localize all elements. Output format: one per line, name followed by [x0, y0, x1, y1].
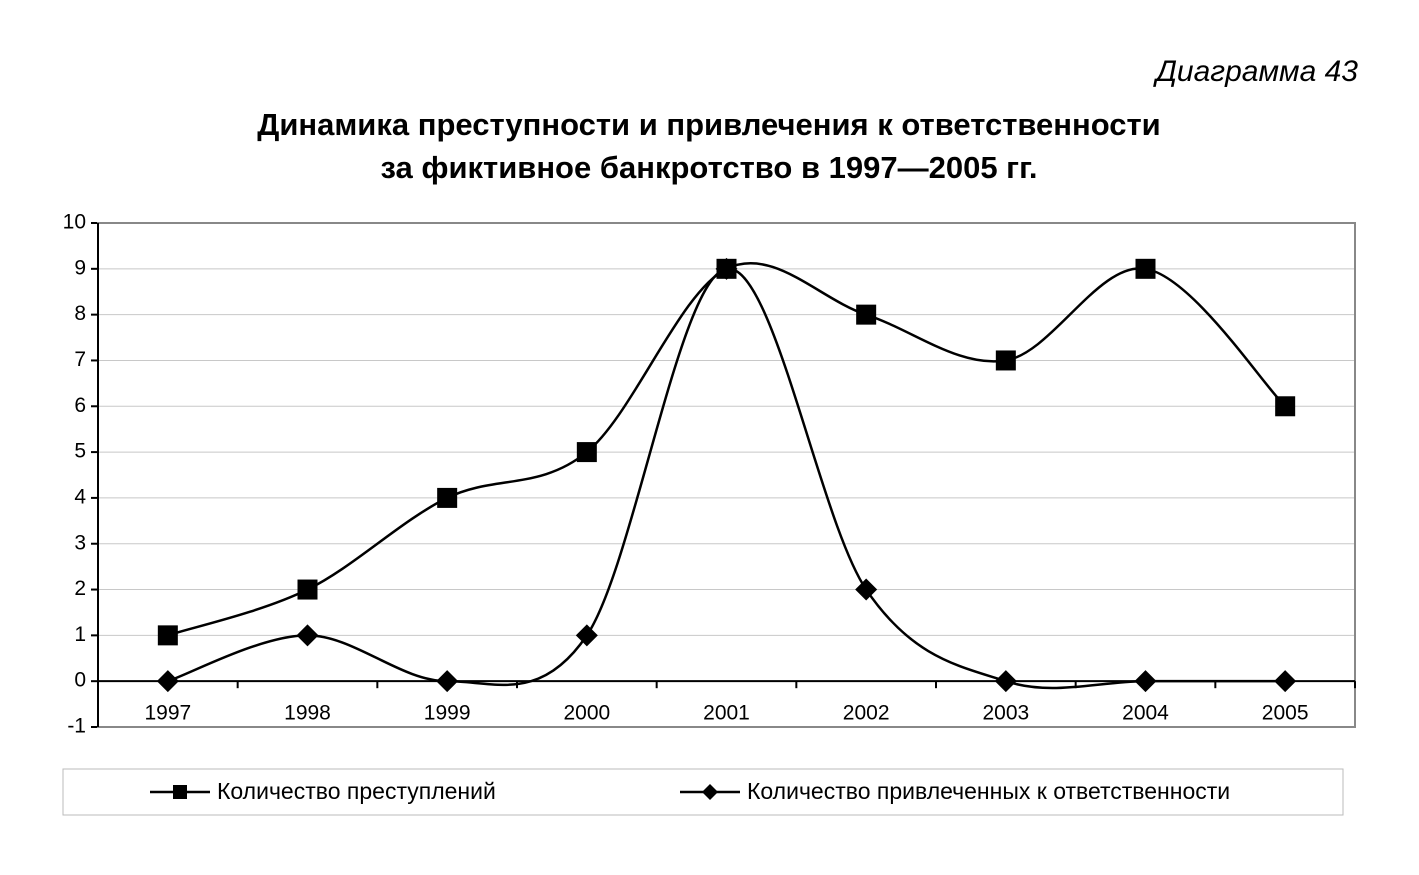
marker-diamond — [1274, 670, 1297, 693]
marker-square — [157, 625, 178, 646]
y-tick-label: 8 — [74, 302, 86, 325]
x-tick-label: 2004 — [1122, 702, 1169, 725]
x-tick-label: 2003 — [982, 702, 1029, 725]
legend-marker — [702, 784, 718, 800]
x-tick-label: 1999 — [424, 702, 471, 725]
y-tick-label: -1 — [67, 715, 86, 738]
x-tick-label: 2005 — [1262, 702, 1309, 725]
marker-diamond — [575, 624, 598, 647]
marker-diamond — [715, 257, 738, 280]
marker-diamond — [296, 624, 319, 647]
series-line — [167, 267, 1286, 690]
marker-square — [995, 350, 1016, 371]
y-tick-label: 5 — [74, 440, 86, 463]
marker-square — [437, 487, 458, 508]
caption: Диаграмма 43 — [1153, 55, 1358, 88]
y-tick-label: 0 — [74, 669, 86, 692]
chart-title: Динамика преступности и привлечения к от… — [257, 107, 1160, 142]
marker-square — [576, 442, 597, 463]
y-tick-label: 6 — [74, 394, 86, 417]
marker-diamond — [855, 578, 878, 601]
y-tick-label: 10 — [63, 211, 86, 234]
x-tick-label: 2001 — [703, 702, 750, 725]
legend-label: Количество преступлений — [217, 778, 496, 804]
plot-border — [97, 222, 1356, 728]
legend-marker — [173, 785, 187, 799]
marker-square — [856, 304, 877, 325]
x-tick-label: 2002 — [843, 702, 890, 725]
legend-label: Количество привлеченных к ответственност… — [747, 778, 1230, 804]
marker-square — [1275, 396, 1296, 417]
y-tick-label: 9 — [74, 256, 86, 279]
marker-diamond — [994, 670, 1017, 693]
marker-diamond — [436, 670, 459, 693]
marker-square — [297, 579, 318, 600]
y-tick-label: 2 — [74, 577, 86, 600]
y-tick-label: 4 — [74, 485, 86, 508]
x-tick-label: 1998 — [284, 702, 331, 725]
y-tick-label: 1 — [74, 623, 86, 646]
marker-diamond — [1134, 670, 1157, 693]
chart-title: за фиктивное банкротство в 1997—2005 гг. — [380, 150, 1037, 185]
marker-diamond — [156, 670, 179, 693]
y-tick-label: 7 — [74, 348, 86, 371]
x-tick-label: 2000 — [563, 702, 610, 725]
y-tick-label: 3 — [74, 531, 86, 554]
marker-square — [1135, 258, 1156, 279]
series-line — [167, 262, 1287, 637]
x-tick-label: 1997 — [144, 702, 191, 725]
